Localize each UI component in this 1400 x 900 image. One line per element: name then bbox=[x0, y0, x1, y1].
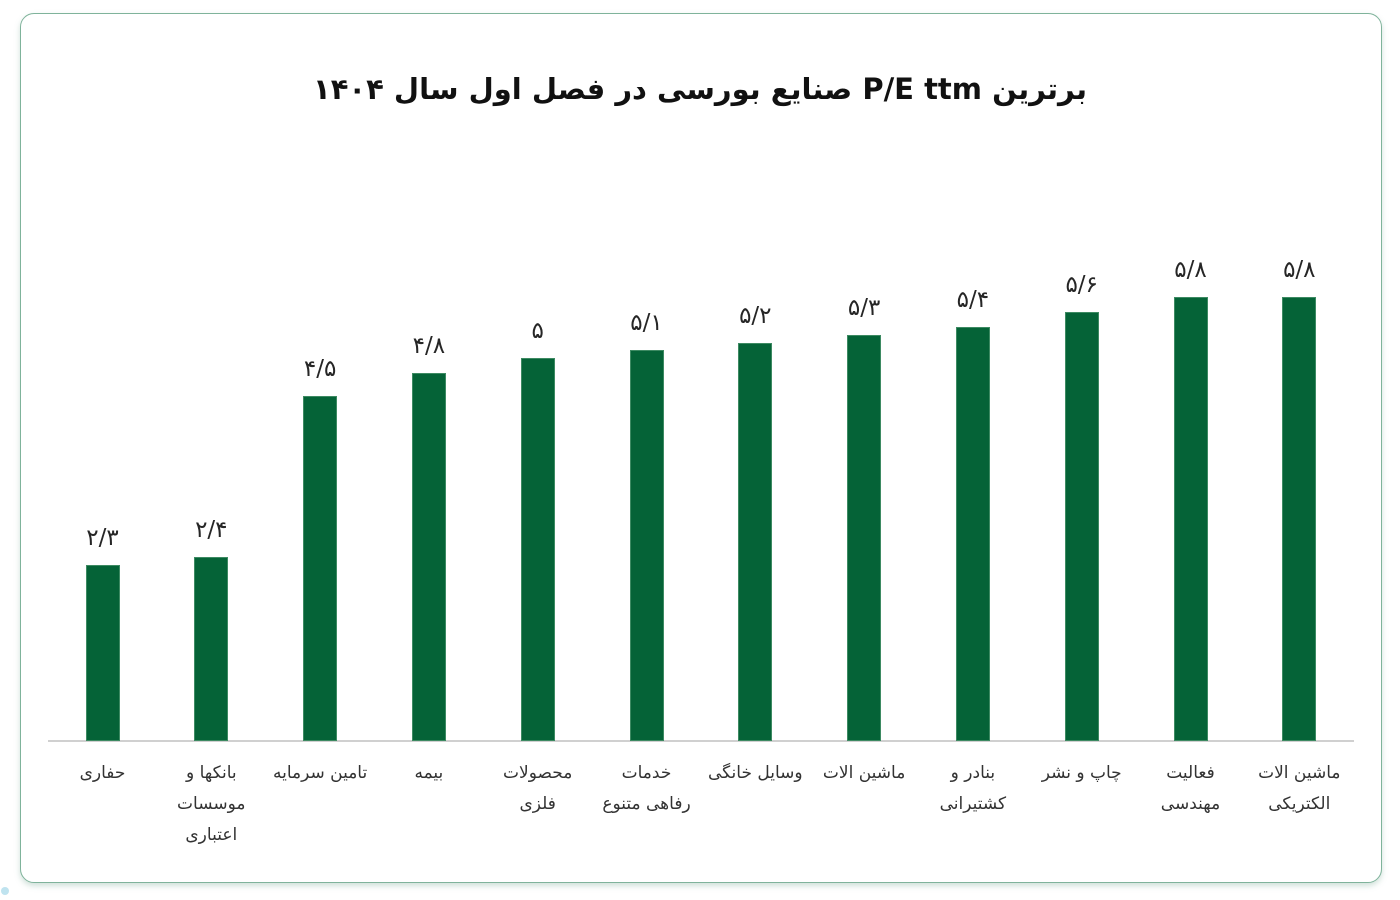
bar bbox=[411, 373, 446, 741]
data-label: ۵/۸ bbox=[1174, 256, 1207, 283]
category-label: بیمه bbox=[414, 763, 444, 783]
category-label: ماشین الات الکتریکی bbox=[1258, 763, 1341, 814]
bar bbox=[1173, 296, 1208, 741]
bar bbox=[520, 358, 555, 741]
category-label: حفاری bbox=[79, 763, 126, 783]
category-label: خدمات رفاهی متنوع bbox=[602, 763, 691, 814]
data-label: ۵/۴ bbox=[956, 287, 990, 314]
bar bbox=[847, 335, 882, 741]
chart-card bbox=[20, 13, 1382, 883]
category-label: ماشین الات bbox=[822, 763, 906, 783]
x-axis-line bbox=[48, 740, 1354, 742]
category-label: چاپ و نشر bbox=[1041, 763, 1122, 783]
bar bbox=[303, 396, 338, 741]
bar bbox=[85, 564, 120, 741]
bar bbox=[738, 342, 773, 741]
data-label: ۵/۲ bbox=[739, 302, 772, 329]
watermark-dot-icon bbox=[1, 887, 9, 895]
data-label: ۲/۳ bbox=[86, 524, 119, 551]
data-label: ۵/۱ bbox=[630, 310, 663, 337]
bar bbox=[629, 350, 664, 741]
bar bbox=[1282, 296, 1317, 741]
category-label: تامین سرمایه bbox=[272, 763, 368, 783]
category-label: محصولات فلزی bbox=[503, 763, 573, 814]
bar bbox=[194, 557, 229, 741]
data-label: ۵ bbox=[531, 318, 544, 344]
bar bbox=[955, 327, 990, 741]
data-label: ۴/۵ bbox=[303, 356, 337, 383]
data-label: ۵/۳ bbox=[847, 295, 881, 322]
category-label: فعالیت مهندسی bbox=[1160, 763, 1221, 814]
bar bbox=[1064, 312, 1099, 741]
chart-title: برترین P/E ttm صنایع بورسی در فصل اول سا… bbox=[313, 72, 1087, 106]
data-label: ۴/۸ bbox=[412, 333, 446, 360]
data-label: ۵/۶ bbox=[1065, 272, 1098, 299]
category-label: وسایل خانگی bbox=[707, 763, 803, 783]
data-label: ۵/۸ bbox=[1283, 256, 1316, 283]
category-label: بانکها و موسسات اعتباری bbox=[177, 763, 246, 845]
data-label: ۲/۴ bbox=[195, 517, 228, 544]
category-label: بنادر و کشتیرانی bbox=[939, 763, 1007, 814]
